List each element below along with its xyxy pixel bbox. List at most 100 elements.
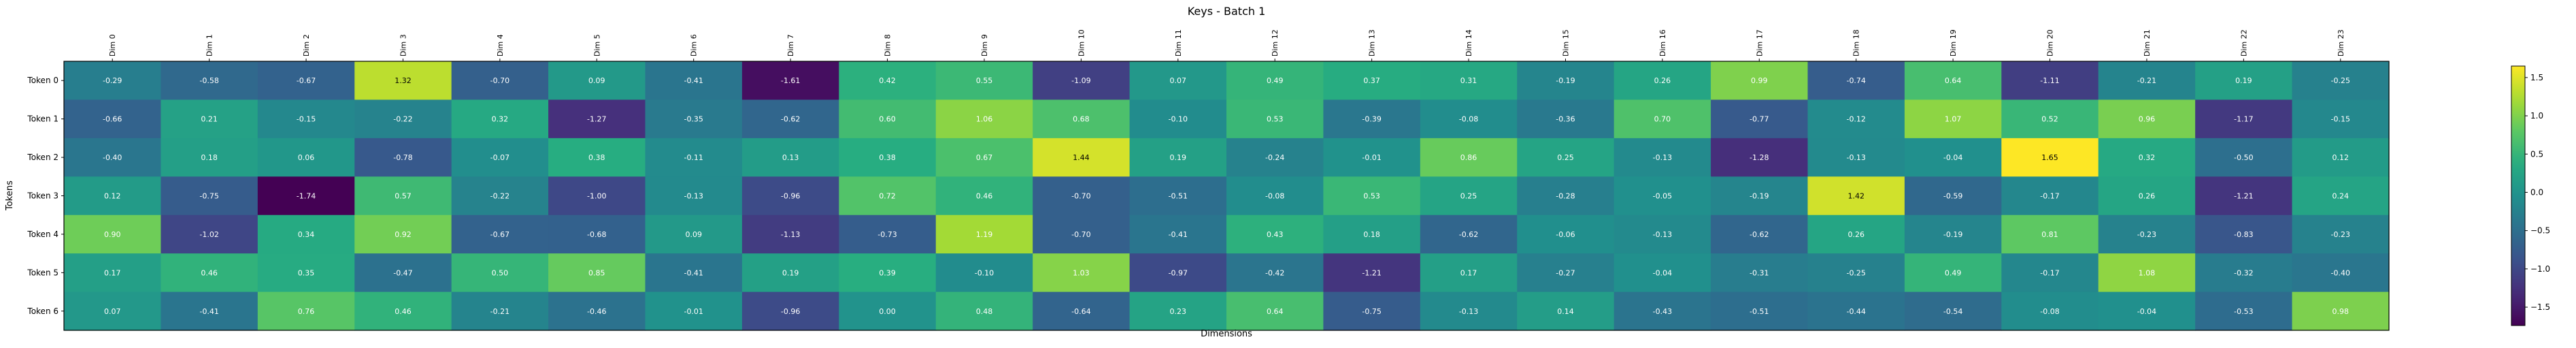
cell-value-label: 1.06 [976, 115, 993, 124]
cell-value-label: 0.48 [976, 307, 993, 316]
cell-value-label: 0.60 [879, 115, 896, 124]
cell-value-label: -0.19 [1556, 76, 1575, 85]
cell-value-label: 0.17 [104, 268, 121, 277]
y-tick-label: Token 0 [27, 76, 58, 85]
heatmap-cell [2098, 176, 2196, 216]
y-axis-ticks: Token 0 Token 1 Token 2 Token 3 Token 4 Token… [27, 76, 64, 316]
heatmap-cell [741, 138, 839, 177]
cell-value-label: 1.08 [2139, 268, 2156, 277]
x-tick-label: Dim 21 [2143, 29, 2152, 57]
heatmap-cell [1033, 138, 1131, 177]
heatmap-cell [645, 61, 743, 101]
heatmap-cell [1711, 99, 1809, 139]
cell-value-label: -0.31 [1750, 268, 1769, 277]
heatmap-cell [741, 291, 839, 331]
x-tick-label: Dim 2 [302, 34, 311, 57]
colorbar-tick-label: 0.5 [2530, 149, 2543, 159]
heatmap-cell [451, 61, 549, 101]
heatmap-cell [2001, 253, 2099, 293]
heatmap-cell [1807, 138, 1905, 177]
cell-value-label: -1.11 [2040, 76, 2059, 85]
cell-value-label: -0.62 [1459, 230, 1478, 239]
heatmap-cell [2195, 138, 2293, 177]
cell-value-label: 1.07 [1945, 115, 1962, 124]
x-tick-label: Dim 7 [786, 34, 795, 57]
cell-value-label: -0.78 [393, 153, 412, 162]
heatmap-cell [1807, 99, 1905, 139]
cell-value-label: -0.13 [1653, 153, 1672, 162]
heatmap-cell [354, 176, 452, 216]
cell-value-label: -0.11 [684, 153, 703, 162]
heatmap-cell [2001, 291, 2099, 331]
cell-value-label: 0.26 [2139, 192, 2156, 201]
cell-value-label: -0.41 [684, 76, 703, 85]
heatmap-cell [1033, 176, 1131, 216]
x-tick-label: Dim 13 [1368, 29, 1377, 57]
heatmap-cell [548, 61, 646, 101]
heatmap-cell [839, 61, 937, 101]
cell-value-label: -0.17 [2040, 268, 2059, 277]
heatmap-cell [2195, 61, 2293, 101]
heatmap-cell [64, 291, 162, 331]
cell-value-label: -0.32 [2234, 268, 2253, 277]
heatmap-cell [1323, 99, 1421, 139]
heatmap-cell [2195, 176, 2293, 216]
heatmap-cell [1517, 176, 1615, 216]
cell-value-label: -0.13 [1653, 230, 1672, 239]
heatmap-cell [64, 99, 162, 139]
cell-value-label: 0.85 [588, 268, 605, 277]
heatmap-cell [257, 215, 355, 254]
x-tick-label: Dim 17 [1755, 29, 1764, 57]
heatmap-cell [1517, 291, 1615, 331]
cell-value-label: -1.27 [587, 115, 606, 124]
y-tick-label: Token 6 [27, 306, 58, 316]
cell-value-label: -0.36 [1556, 115, 1575, 124]
cell-value-label: 1.32 [395, 76, 412, 85]
heatmap-cell [1420, 253, 1518, 293]
heatmap-cell [1420, 215, 1518, 254]
heatmap-cell [2098, 253, 2196, 293]
cell-value-label: -0.39 [1362, 115, 1381, 124]
heatmap-cell [257, 61, 355, 101]
cell-value-label: 0.64 [1945, 76, 1962, 85]
cell-value-label: -0.08 [2040, 307, 2059, 316]
heatmap-cell [1226, 99, 1324, 139]
heatmap-cell [839, 291, 937, 331]
cell-value-label: -1.13 [781, 230, 800, 239]
cell-value-label: -0.96 [781, 192, 800, 201]
cell-value-label: -0.62 [781, 115, 800, 124]
cell-value-label: 0.06 [298, 153, 315, 162]
cell-value-label: -0.43 [1653, 307, 1672, 316]
heatmap-cell [935, 215, 1033, 254]
x-tick-label: Dim 5 [592, 34, 601, 57]
cell-value-label: 0.68 [1073, 115, 1090, 124]
heatmap-cell [1226, 176, 1324, 216]
cell-value-label: 1.03 [1073, 268, 1090, 277]
heatmap-cell [257, 138, 355, 177]
heatmap-cell [1904, 253, 2002, 293]
cell-value-label: -1.61 [781, 76, 800, 85]
cell-value-label: -0.22 [393, 115, 412, 124]
heatmap-cell [2001, 215, 2099, 254]
cell-value-label: 0.67 [976, 153, 993, 162]
cell-value-label: 0.46 [976, 192, 993, 201]
x-tick-label: Dim 15 [1561, 29, 1570, 57]
heatmap-cell [1420, 61, 1518, 101]
x-tick-label: Dim 6 [690, 34, 699, 57]
cell-value-label: -0.41 [1169, 230, 1188, 239]
cell-value-label: -0.19 [1750, 192, 1769, 201]
heatmap-cell [741, 99, 839, 139]
x-axis-ticks: Dim 0 Dim 1 Dim 2 Dim 3 Dim 4 Dim 5 Dim 6 Dim 7… [108, 29, 2345, 61]
cell-value-label: -0.04 [1653, 268, 1672, 277]
heatmap-cell [935, 176, 1033, 216]
cell-value-label: 0.46 [201, 268, 218, 277]
heatmap-cell [1807, 215, 1905, 254]
heatmap-cell [161, 253, 258, 293]
cell-value-label: 0.34 [298, 230, 315, 239]
colorbar-tick-label: 1.5 [2530, 73, 2543, 82]
heatmap-cell [1711, 176, 1809, 216]
heatmap-cell [548, 138, 646, 177]
heatmap-cell [2292, 215, 2390, 254]
heatmap-cell [354, 138, 452, 177]
x-tick-label: Dim 0 [108, 34, 117, 57]
